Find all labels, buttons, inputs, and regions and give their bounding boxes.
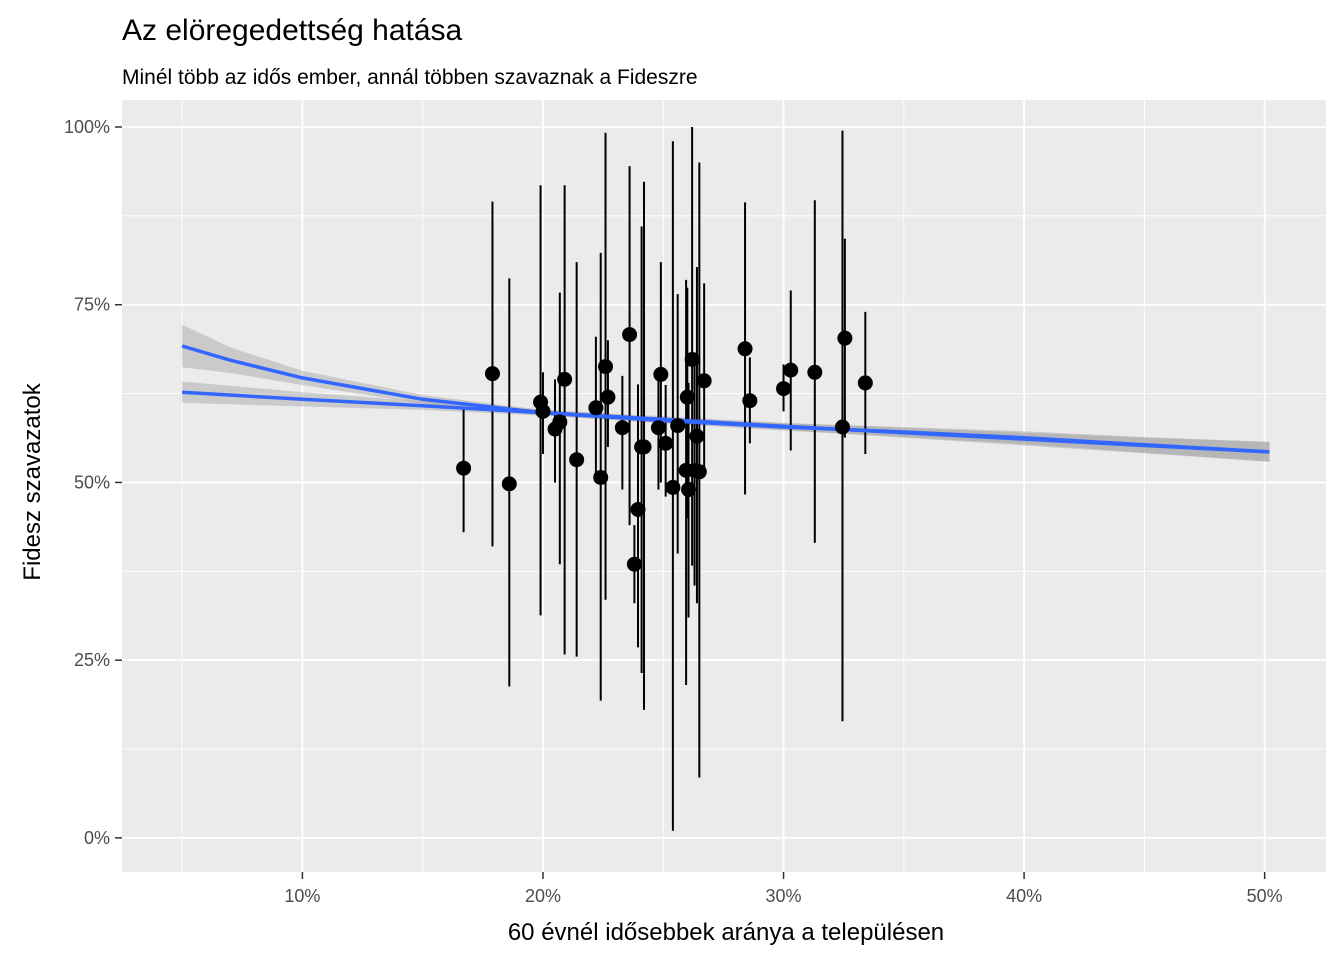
data-point [622,327,638,343]
x-tick-label: 30% [766,886,802,906]
data-point [679,389,695,405]
data-point [588,400,604,416]
data-point [552,414,568,430]
x-axis-title: 60 évnél idősebbek aránya a településen [508,919,944,946]
y-tick-label: 100% [64,117,110,137]
x-axis-ticks: 10% 20% 30% 40% 50% [284,872,1283,906]
data-point [684,351,700,367]
y-tick-label: 75% [74,295,110,315]
data-point [691,464,707,480]
y-axis-ticks: 0% 25% 50% 75% 100% [64,117,122,848]
data-point [614,420,630,436]
data-point [501,476,517,492]
data-point [681,482,697,498]
data-point [665,479,681,495]
data-point [696,373,712,389]
data-point [857,375,873,391]
data-point [626,556,642,572]
y-tick-label: 50% [74,472,110,492]
data-point [593,469,609,485]
data-point [807,364,823,380]
grid-minor [122,100,1326,872]
smooth-line-2 [181,390,1270,454]
data-point [689,428,705,444]
chart-title: Az elöregedettség hatása [122,14,463,47]
data-point [598,359,614,375]
smooth-curves [181,344,1270,454]
data-point [636,439,652,455]
data-point [776,381,792,397]
data-point [783,362,799,378]
data-point [650,420,666,436]
x-tick-label: 20% [525,886,561,906]
data-point [600,389,616,405]
data-point [484,366,500,382]
x-tick-label: 40% [1006,886,1042,906]
data-point [653,366,669,382]
data-points [456,327,873,572]
y-tick-label: 25% [74,650,110,670]
data-point [557,371,573,387]
data-point [737,341,753,357]
data-point [837,330,853,346]
data-point [630,501,646,517]
data-point [535,403,551,419]
data-point [670,418,686,434]
data-point [569,452,585,468]
data-point [658,435,674,451]
data-point [742,393,758,409]
x-tick-label: 10% [284,886,320,906]
grid-major [122,100,1326,872]
y-tick-label: 0% [84,828,110,848]
plot-panel [122,100,1326,872]
data-point [834,419,850,435]
x-tick-label: 50% [1247,886,1283,906]
data-point [456,460,472,476]
chart-subtitle: Minél több az idős ember, annál többen s… [122,66,698,89]
y-axis-title: Fidesz szavazatok [19,382,46,580]
